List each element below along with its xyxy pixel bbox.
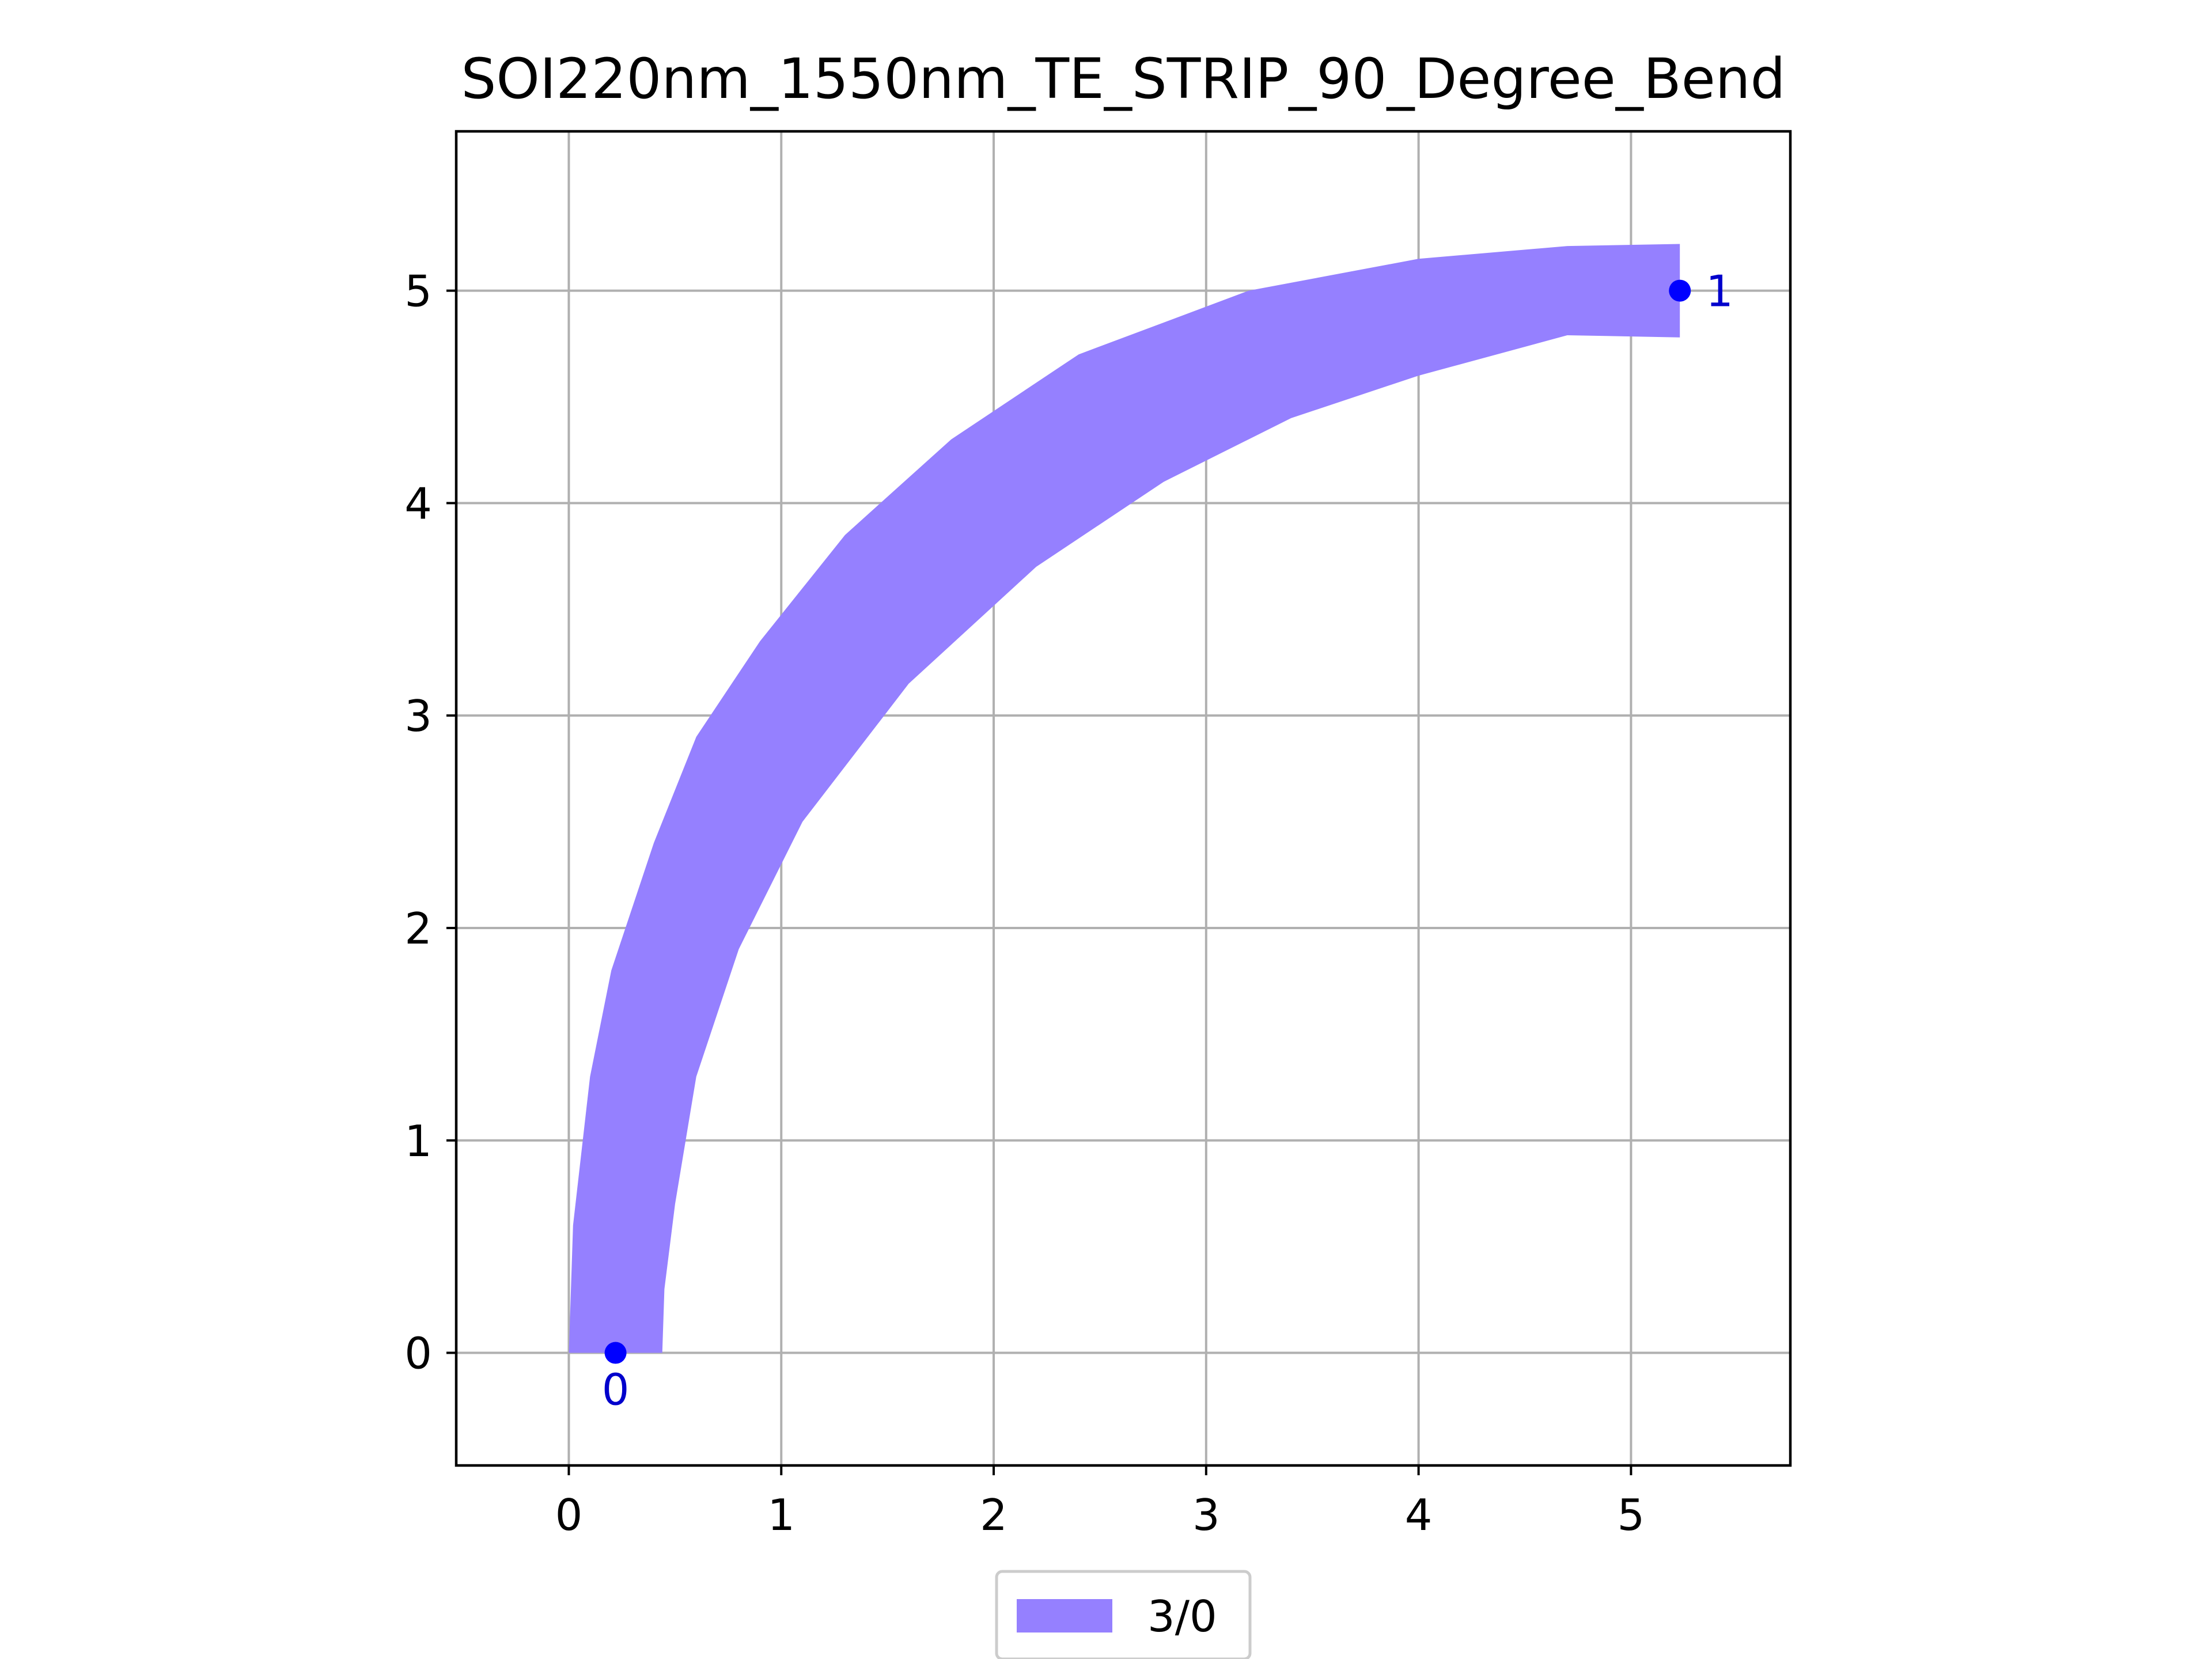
y-tick-label: 2 [404,903,432,954]
y-tick-label: 5 [404,266,432,317]
port-label: 0 [602,1365,630,1415]
y-tick-label: 1 [404,1116,432,1166]
x-tick-label: 0 [555,1490,583,1540]
plot-area: 01 [569,244,1733,1415]
port-label: 1 [1706,266,1733,317]
x-tick-label: 4 [1405,1490,1433,1540]
axes-frame [454,130,1792,1467]
port-marker [1669,279,1691,302]
legend-swatch [1017,1599,1112,1633]
x-tick-label: 5 [1618,1490,1645,1540]
waveguide-shape [569,244,1680,1353]
grid [456,131,1790,1465]
y-tick-label: 3 [404,691,432,741]
y-tick-label: 4 [404,478,432,529]
legend: 3/0 [995,1570,1252,1659]
legend-label: 3/0 [1147,1591,1217,1642]
x-tick-label: 1 [767,1490,795,1540]
x-tick-label: 2 [980,1490,1007,1540]
legend-box [995,1570,1252,1659]
x-tick-label: 3 [1192,1490,1220,1540]
y-tick-label: 0 [404,1328,432,1379]
chart-title: SOI220nm_1550nm_TE_STRIP_90_Degree_Bend [461,47,1785,111]
port-marker [604,1342,627,1364]
